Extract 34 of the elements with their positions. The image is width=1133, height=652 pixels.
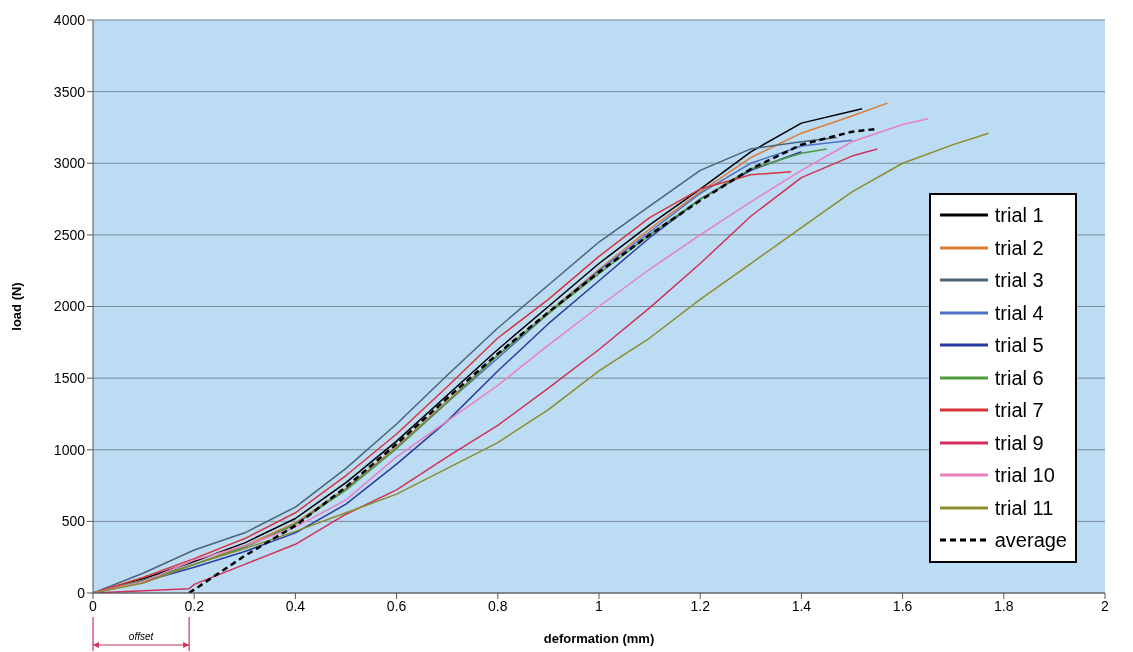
x-tick-label: 2 (1101, 597, 1110, 614)
y-axis-title: load (N) (8, 282, 24, 331)
x-tick-label: 1.2 (690, 597, 711, 614)
y-tick-label: 1000 (53, 441, 86, 458)
x-tick-label: 0.4 (285, 597, 306, 614)
y-tick-label: 1500 (53, 370, 86, 387)
legend-label: trial 5 (994, 333, 1044, 358)
y-tick-label: 3000 (53, 155, 86, 172)
y-tick-label: 0 (77, 584, 86, 601)
text: offset (128, 631, 155, 642)
legend-label: trial 10 (994, 463, 1055, 488)
y-tick-label: 2500 (53, 226, 86, 243)
x-tick-label: 1.8 (994, 597, 1014, 614)
y-tick-label: 500 (61, 513, 86, 530)
x-tick-label: 1 (595, 597, 604, 614)
legend-label: trial 11 (994, 495, 1054, 521)
x-tick-label: 0.8 (488, 597, 508, 614)
x-tick-label: 0 (89, 597, 98, 614)
legend-label: trial 3 (994, 268, 1044, 293)
x-tick-label: 0.6 (386, 597, 407, 614)
legend-label: average (994, 528, 1067, 553)
legend-label: trial 6 (994, 365, 1044, 391)
x-axis-title: deformation (mm) (543, 631, 655, 646)
legend-label: trial 9 (994, 430, 1044, 456)
x-tick-label: 0.2 (184, 597, 205, 614)
y-tick-label: 2000 (53, 298, 86, 315)
legend-label: trial 4 (994, 300, 1044, 326)
y-tick-label: 3500 (53, 83, 86, 100)
legend-label: trial 1 (994, 203, 1044, 228)
y-tick-label: 4000 (53, 11, 86, 28)
legend-label: trial 7 (994, 398, 1044, 423)
legend-label: trial 2 (994, 235, 1044, 261)
x-tick-label: 1.6 (892, 597, 913, 614)
x-tick-label: 1.4 (791, 597, 812, 614)
